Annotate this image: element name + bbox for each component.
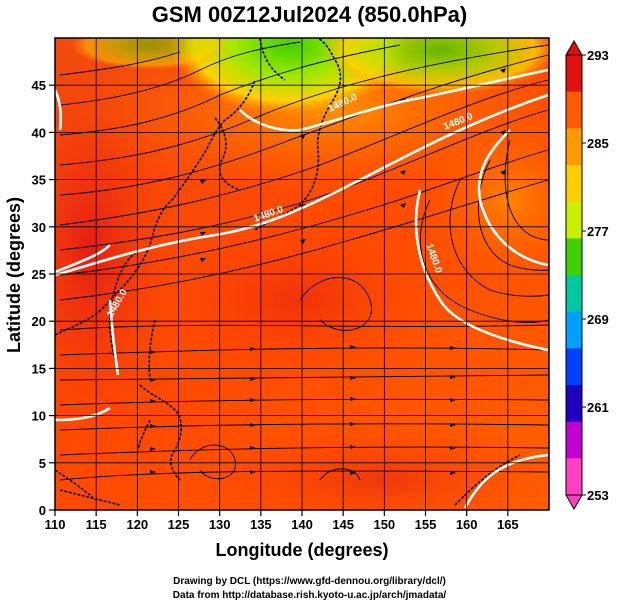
credit-data: Data from http://database.rish.kyoto-u.a… bbox=[172, 590, 447, 601]
y-tick-label: 20 bbox=[32, 314, 46, 329]
colorbar-tick-label: 269 bbox=[587, 312, 609, 327]
x-tick-label: 140 bbox=[291, 517, 313, 532]
colorbar-segment bbox=[566, 385, 582, 423]
x-tick-label: 150 bbox=[373, 517, 395, 532]
y-tick-label: 40 bbox=[32, 125, 46, 140]
x-axis-ticks: 110 115 120 125 130 135 140 145 150 155 160 165 bbox=[45, 510, 519, 532]
colorbar-top-arrow bbox=[565, 39, 583, 56]
credit-drawing: Drawing by DCL (https://www.gfd-dennou.o… bbox=[173, 576, 446, 587]
colorbar-tick-label: 285 bbox=[587, 136, 609, 151]
x-tick-label: 135 bbox=[250, 517, 272, 532]
colorbar bbox=[565, 39, 583, 511]
y-tick-label: 25 bbox=[32, 267, 46, 282]
colorbar-tick-label: 293 bbox=[587, 48, 609, 63]
x-tick-label: 145 bbox=[332, 517, 354, 532]
colorbar-segment bbox=[566, 55, 582, 93]
colorbar-segment bbox=[566, 458, 582, 496]
colorbar-bottom-arrow bbox=[565, 494, 583, 511]
colorbar-segment bbox=[566, 348, 582, 386]
colorbar-segment bbox=[566, 91, 582, 129]
colorbar-segment bbox=[566, 201, 582, 239]
y-tick-label: 0 bbox=[39, 503, 46, 518]
colorbar-tick-label: 261 bbox=[587, 400, 609, 415]
x-tick-label: 155 bbox=[415, 517, 437, 532]
y-axis-label: Latitude (degrees) bbox=[4, 197, 24, 353]
colorbar-segment bbox=[566, 421, 582, 459]
colorbar-ticks: 293 285 277 269 261 253 bbox=[582, 48, 609, 503]
y-tick-label: 30 bbox=[32, 220, 46, 235]
colorbar-segment bbox=[566, 275, 582, 313]
x-tick-label: 165 bbox=[497, 517, 519, 532]
y-axis-ticks: 0 5 10 15 20 25 30 35 40 45 bbox=[32, 78, 55, 518]
y-tick-label: 45 bbox=[32, 78, 46, 93]
x-tick-label: 115 bbox=[86, 517, 107, 532]
height-contours bbox=[55, 68, 549, 509]
x-tick-label: 125 bbox=[168, 517, 190, 532]
colorbar-frame bbox=[565, 54, 583, 496]
y-tick-label: 35 bbox=[32, 173, 46, 188]
chart-title: GSM 00Z12Jul2024 (850.0hPa) bbox=[151, 2, 468, 27]
y-tick-label: 10 bbox=[32, 409, 46, 424]
temperature-field bbox=[55, 38, 549, 510]
x-tick-label: 130 bbox=[209, 517, 231, 532]
colorbar-tick-label: 253 bbox=[587, 488, 609, 503]
x-tick-label: 110 bbox=[45, 517, 66, 532]
x-tick-label: 120 bbox=[126, 517, 148, 532]
colorbar-segment bbox=[566, 238, 582, 276]
colorbar-tick-label: 277 bbox=[587, 224, 609, 239]
colorbar-segment bbox=[566, 165, 582, 203]
colorbar-segment bbox=[566, 128, 582, 166]
y-tick-label: 5 bbox=[39, 456, 46, 471]
y-tick-label: 15 bbox=[32, 361, 46, 376]
x-tick-label: 160 bbox=[456, 517, 478, 532]
stream-arrows bbox=[150, 68, 506, 475]
colorbar-segment bbox=[566, 311, 582, 349]
x-axis-label: Longitude (degrees) bbox=[215, 540, 388, 560]
